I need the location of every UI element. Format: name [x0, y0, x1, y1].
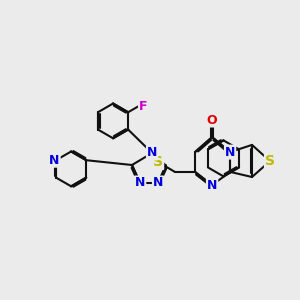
Text: S: S [153, 155, 163, 169]
Text: O: O [207, 113, 218, 127]
Text: N: N [147, 146, 157, 160]
Text: F: F [139, 100, 148, 112]
Text: N: N [135, 176, 145, 190]
Text: N: N [49, 154, 60, 167]
Text: N: N [225, 146, 235, 159]
Text: N: N [207, 178, 217, 192]
Text: N: N [153, 176, 163, 190]
Text: S: S [265, 154, 275, 168]
